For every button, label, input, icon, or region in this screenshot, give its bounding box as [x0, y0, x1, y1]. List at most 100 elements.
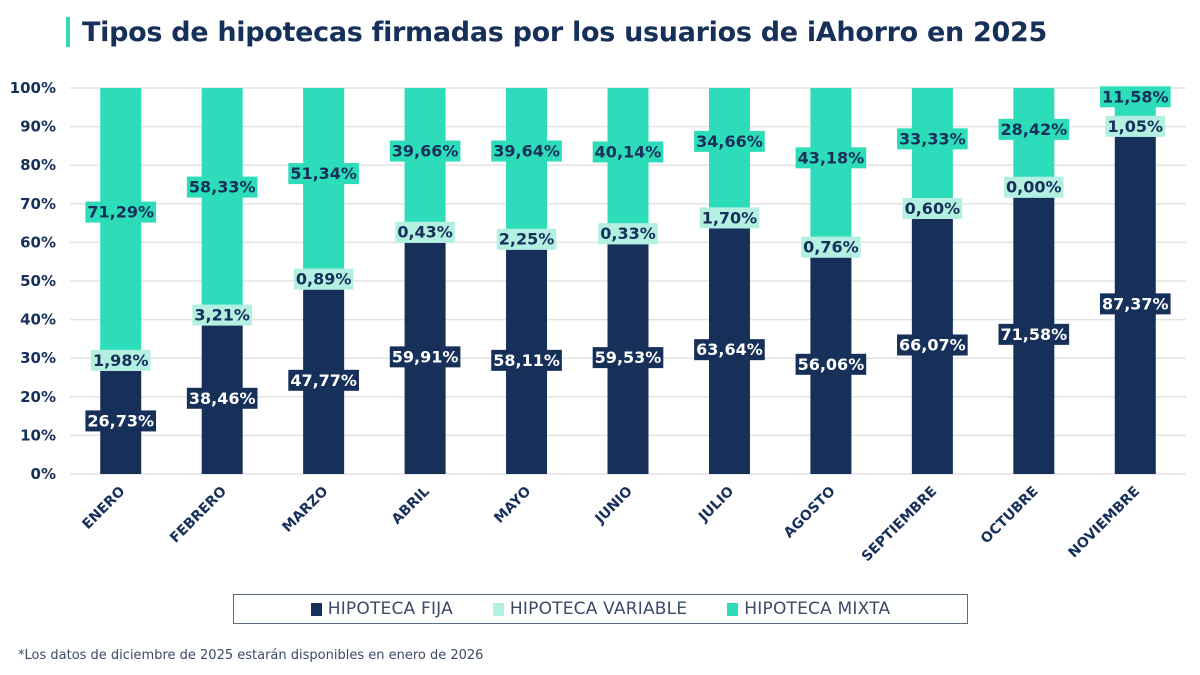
data-label-text: 59,53% [595, 348, 662, 367]
data-label-fija: 63,64% [694, 339, 765, 361]
data-label-bg [598, 223, 658, 245]
data-label-text: 38,46% [189, 389, 256, 408]
stacked-bar-chart: 0% 10% 20% 30% 40% 50% 60% 70% 80% 90% 100% 26,73%… [10, 79, 1186, 565]
data-label-bg [1099, 86, 1171, 108]
data-label-bg [288, 163, 359, 185]
data-label-variable: 0,89% [293, 268, 354, 290]
data-label-bg [699, 207, 760, 229]
y-tick-label: 60% [20, 233, 56, 251]
data-label-text: 43,18% [798, 148, 865, 167]
chart-title-wrap: Tipos de hipotecas firmadas por los usua… [66, 12, 1047, 52]
data-label-fija: 58,11% [491, 349, 562, 371]
data-label-text: 1,05% [1108, 117, 1164, 136]
data-label-bg [85, 410, 157, 432]
data-label-mixta: 43,18% [795, 147, 867, 169]
data-label-fija: 66,07% [897, 334, 968, 356]
data-label-bg [186, 387, 258, 409]
data-label-bg [998, 118, 1070, 140]
legend-swatch-variable [492, 602, 504, 616]
data-label-text: 11,58% [1102, 87, 1169, 106]
legend-item-variable[interactable]: HIPOTECA VARIABLE [492, 599, 688, 619]
data-label-text: 40,14% [595, 142, 662, 161]
legend-label: HIPOTECA VARIABLE [509, 599, 688, 619]
data-label-variable: 1,05% [1105, 115, 1166, 137]
bar-segment-mixta [303, 88, 345, 287]
data-label-bg [592, 141, 664, 163]
y-tick-label: 90% [20, 118, 56, 136]
data-label-text: 26,73% [87, 411, 154, 430]
data-label-bg [897, 334, 968, 356]
bar-segment-mixta [201, 88, 243, 314]
data-label-text: 87,37% [1102, 294, 1169, 313]
data-label-text: 47,77% [290, 371, 357, 390]
bar-segment-mixta [404, 88, 446, 242]
data-label-bg [186, 176, 258, 198]
data-label-mixta: 39,66% [389, 140, 461, 162]
data-labels: 26,73% 1,98% 71,29% 38,46% 3,21% 58,33% 47,77%… [85, 86, 1171, 432]
data-label-fija: 38,46% [186, 387, 258, 409]
data-label-bg [288, 369, 359, 391]
data-label-text: 1,70% [702, 208, 758, 227]
title-accent-bar [66, 17, 70, 47]
y-tick-label: 100% [10, 79, 56, 97]
data-label-mixta: 34,66% [694, 130, 765, 152]
data-label-bg [897, 128, 968, 150]
data-label-variable: 1,98% [90, 349, 151, 371]
data-label-variable: 1,70% [699, 207, 760, 229]
x-axis: ENERO FEBRERO MARZO ABRIL MAYO JUNIO JULIO AGOS… [79, 483, 1143, 565]
data-label-bg [491, 349, 562, 371]
x-tick-label: FEBRERO [167, 483, 230, 546]
bar-segment-mixta [506, 88, 548, 242]
data-label-bg [85, 201, 157, 223]
data-label-text: 51,34% [290, 164, 357, 183]
x-tick-label: MARZO [279, 483, 331, 535]
x-tick-label: JUNIO [592, 483, 636, 527]
data-label-text: 39,66% [392, 142, 459, 161]
legend-swatch-mixta [727, 602, 739, 616]
x-tick-label: ENERO [79, 483, 128, 532]
legend-label: HIPOTECA FIJA [327, 599, 453, 619]
data-label-mixta: 71,29% [85, 201, 157, 223]
data-label-text: 0,76% [803, 238, 859, 257]
data-label-text: 34,66% [696, 132, 763, 151]
legend-item-fija[interactable]: HIPOTECA FIJA [310, 599, 453, 619]
data-label-text: 0,60% [905, 199, 961, 218]
x-tick-label: ABRIL [389, 483, 433, 527]
x-tick-label: MAYO [491, 483, 534, 526]
data-label-bg [389, 346, 461, 368]
legend: HIPOTECA FIJA HIPOTECA VARIABLE HIPOTECA… [233, 594, 968, 624]
data-label-text: 0,43% [397, 223, 453, 242]
data-label-bg [902, 197, 963, 219]
data-label-mixta: 40,14% [592, 141, 664, 163]
data-label-text: 28,42% [1000, 120, 1067, 139]
y-tick-label: 70% [20, 195, 56, 213]
x-tick-label: OCTUBRE [978, 484, 1042, 548]
data-label-bg [1105, 115, 1166, 137]
x-tick-label: SEPTIEMBRE [859, 484, 940, 565]
data-label-text: 0,33% [600, 224, 656, 243]
y-tick-label: 30% [20, 349, 56, 367]
data-label-fija: 26,73% [85, 410, 157, 432]
data-label-fija: 47,77% [288, 369, 359, 391]
data-label-text: 0,89% [296, 270, 352, 289]
data-label-variable: 0,00% [1004, 176, 1064, 198]
data-label-bg [491, 140, 562, 162]
legend-item-mixta[interactable]: HIPOTECA MIXTA [727, 599, 890, 619]
data-label-bg [801, 236, 861, 258]
data-label-text: 63,64% [696, 340, 763, 359]
data-label-fija: 71,58% [998, 323, 1070, 345]
y-tick-label: 10% [20, 426, 56, 444]
data-label-mixta: 28,42% [998, 118, 1070, 140]
legend-label: HIPOTECA MIXTA [744, 599, 891, 619]
data-label-bg [1004, 176, 1064, 198]
footnote: *Los datos de diciembre de 2025 estarán … [18, 648, 484, 663]
data-label-text: 3,21% [194, 306, 250, 325]
data-label-variable: 0,76% [801, 236, 861, 258]
data-label-variable: 2,25% [496, 228, 557, 250]
data-label-variable: 0,33% [598, 223, 658, 245]
data-label-mixta: 11,58% [1099, 86, 1171, 108]
data-label-text: 33,33% [899, 129, 966, 148]
data-label-bg [389, 140, 461, 162]
y-axis: 0% 10% 20% 30% 40% 50% 60% 70% 80% 90% 100% [10, 79, 56, 483]
data-label-text: 58,33% [189, 178, 256, 197]
